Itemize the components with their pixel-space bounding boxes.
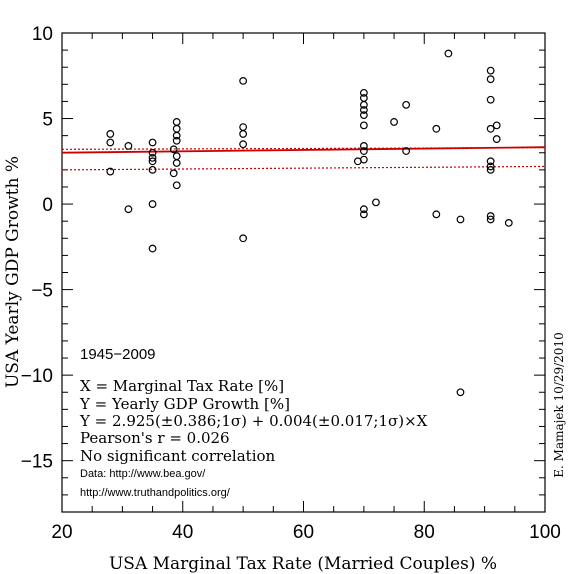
data-point	[106, 138, 115, 147]
x-tick-label: 100	[529, 522, 561, 543]
annotation-pearson: Pearson's r = 0.026	[80, 429, 230, 447]
fit-upper-bound	[61, 147, 546, 150]
data-point	[486, 124, 495, 133]
data-point	[124, 142, 133, 150]
data-point	[172, 118, 181, 126]
data-point	[390, 118, 398, 126]
annotation-x-definition: X = Marginal Tax Rate [%]	[80, 377, 284, 395]
fit-lower-bound	[61, 165, 546, 171]
x-tick-label: 60	[293, 522, 314, 543]
data-point	[486, 157, 495, 166]
data-point	[172, 136, 181, 145]
axis-tick-labels: 20 40 60 80 100 −15 −10 −5 0 5 10	[21, 24, 561, 543]
axis-ticks	[61, 32, 546, 513]
data-point	[486, 66, 495, 75]
annotation-conclusion: No significant correlation	[80, 447, 276, 465]
data-point	[169, 169, 178, 178]
data-point	[239, 234, 248, 243]
data-point	[169, 145, 178, 154]
annotation-fit-equation: Y = 2.925(±0.386;1σ) + 0.004(±0.017;1σ)×…	[79, 412, 428, 430]
fit-line-segment	[61, 146, 546, 154]
data-point	[359, 100, 368, 109]
data-point	[372, 198, 380, 207]
data-point	[486, 212, 495, 220]
data-point	[106, 130, 115, 138]
data-point	[239, 140, 248, 149]
data-point	[492, 121, 501, 130]
y-axis-label: USA Yearly GDP Growth %	[3, 156, 23, 388]
fit-line	[61, 146, 546, 154]
data-point	[106, 167, 115, 176]
y-tick-label: −5	[31, 281, 53, 302]
data-point	[444, 49, 453, 58]
data-point	[504, 218, 513, 227]
annotation-source-bea: Data: http://www.bea.gov/	[80, 468, 206, 480]
data-point	[402, 147, 411, 155]
x-tick-label: 20	[51, 522, 72, 543]
data-point	[239, 130, 248, 138]
annotation-years: 1945−2009	[80, 346, 156, 363]
data-point	[148, 244, 157, 253]
data-point	[456, 388, 465, 397]
data-point	[172, 181, 181, 190]
data-point	[172, 131, 181, 140]
annotation-source-truthandpolitics: http://www.truthandpolitics.org/	[80, 487, 231, 499]
y-tick-label: 0	[42, 195, 53, 216]
data-point	[359, 147, 368, 155]
data-point	[359, 106, 368, 114]
data-point	[148, 157, 157, 166]
data-point	[148, 153, 157, 162]
x-tick-label: 80	[414, 522, 435, 543]
data-point	[239, 76, 248, 85]
data-point	[492, 135, 501, 143]
data-point	[486, 215, 495, 224]
data-point	[172, 159, 181, 167]
y-tick-label: 5	[42, 110, 53, 131]
data-point	[148, 165, 157, 174]
data-point	[486, 95, 495, 104]
data-point	[359, 121, 368, 130]
y-tick-label: 10	[32, 24, 53, 45]
data-point	[486, 162, 495, 171]
data-point	[359, 111, 368, 120]
data-points	[106, 49, 513, 397]
data-point	[359, 88, 368, 97]
data-point	[148, 138, 157, 147]
confidence-band	[61, 147, 546, 171]
data-point	[359, 155, 368, 164]
x-axis-label: USA Marginal Tax Rate (Married Couples) …	[109, 554, 497, 574]
data-point	[402, 100, 411, 109]
data-point	[486, 165, 495, 174]
x-tick-label: 40	[172, 522, 193, 543]
data-point	[239, 123, 248, 131]
data-point	[359, 205, 368, 214]
annotation-y-definition: Y = Yearly GDP Growth [%]	[79, 395, 290, 413]
data-point	[486, 75, 495, 84]
data-point	[148, 148, 157, 157]
data-point	[456, 215, 465, 224]
data-point	[172, 152, 181, 161]
data-point	[124, 205, 133, 214]
data-point	[148, 200, 157, 208]
y-tick-label: −10	[21, 366, 53, 387]
author-credit: E. Mamajek 10/29/2010	[552, 332, 566, 477]
data-point	[359, 210, 368, 219]
data-point	[359, 142, 368, 150]
y-tick-label: −15	[21, 452, 53, 473]
data-point	[432, 210, 441, 219]
data-point	[172, 124, 181, 133]
data-point	[432, 124, 441, 133]
